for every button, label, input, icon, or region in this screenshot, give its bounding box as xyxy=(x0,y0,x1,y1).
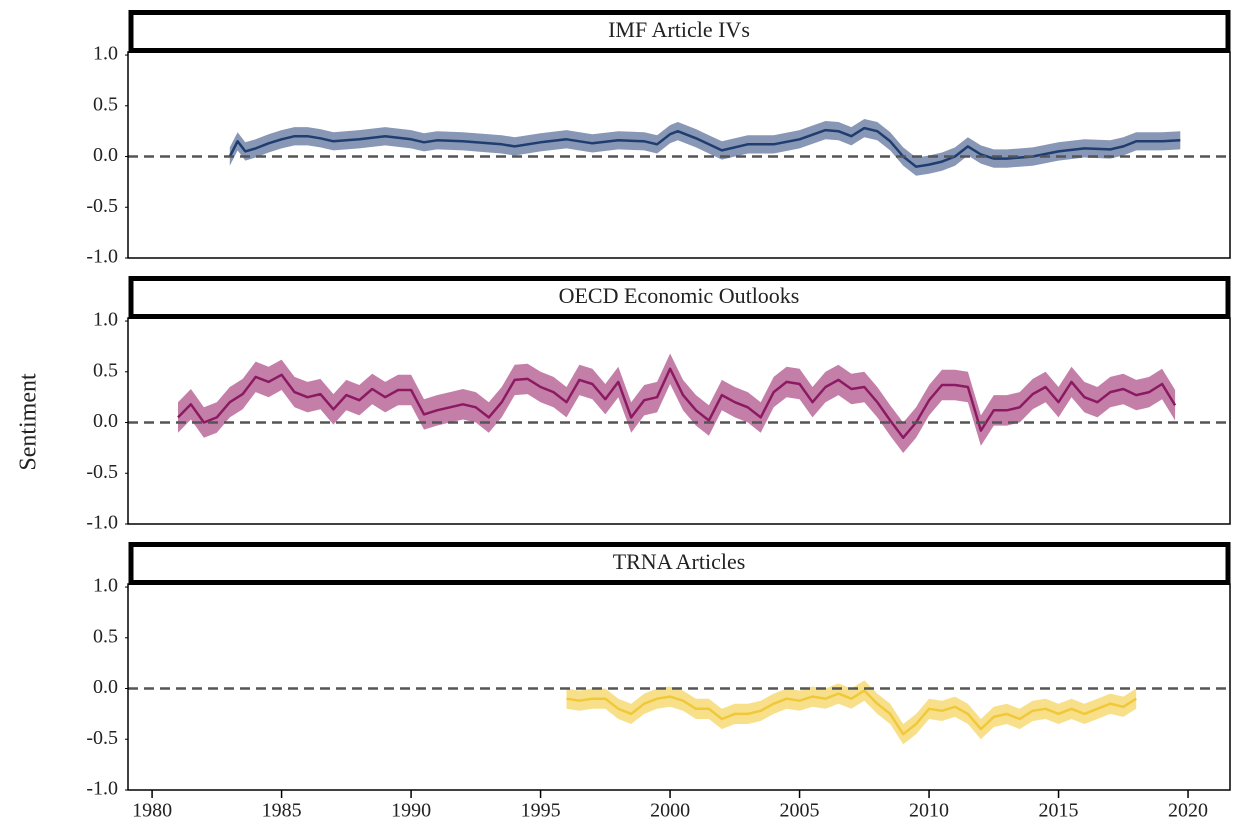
y-tick-label: -1.0 xyxy=(86,246,118,268)
y-tick-label: -1.0 xyxy=(86,778,118,800)
y-tick-label: 1.0 xyxy=(93,575,118,597)
confidence-band xyxy=(229,119,1181,176)
y-tick-label: 0.0 xyxy=(93,410,118,432)
x-tick-label: 2020 xyxy=(1168,800,1208,822)
panel-title: TRNA Articles xyxy=(613,549,746,574)
y-tick-label: -0.5 xyxy=(86,461,118,483)
panel-title: IMF Article IVs xyxy=(608,17,750,42)
plot-frame xyxy=(127,317,1231,525)
y-tick-label: 0.0 xyxy=(93,144,118,166)
y-tick-label: -0.5 xyxy=(86,195,118,217)
series-line xyxy=(177,367,1177,439)
title-box xyxy=(128,276,1231,319)
title-box xyxy=(128,542,1231,585)
title-box xyxy=(128,10,1231,53)
y-axis-label: Sentiment xyxy=(16,373,42,471)
y-tick-label: -0.5 xyxy=(86,727,118,749)
series-line xyxy=(566,689,1137,736)
confidence-band xyxy=(178,353,1176,453)
x-tick-label: 2000 xyxy=(650,800,690,822)
x-tick-label: 1990 xyxy=(391,800,431,822)
x-tick-label: 2005 xyxy=(780,800,820,822)
y-tick-label: -1.0 xyxy=(86,512,118,534)
y-tick-label: 0.5 xyxy=(93,625,118,647)
confidence-band xyxy=(566,680,1137,745)
x-tick-label: 2015 xyxy=(1039,800,1079,822)
plot-frame xyxy=(127,51,1231,259)
x-tick-label: 1980 xyxy=(132,800,172,822)
x-tick-label: 1995 xyxy=(521,800,561,822)
y-tick-label: 1.0 xyxy=(93,309,118,331)
y-tick-label: 0.5 xyxy=(93,93,118,115)
y-tick-label: 1.0 xyxy=(93,43,118,65)
plot-frame xyxy=(127,583,1231,791)
panel-title: OECD Economic Outlooks xyxy=(559,283,800,308)
y-tick-label: 0.5 xyxy=(93,359,118,381)
x-tick-label: 2010 xyxy=(909,800,949,822)
series-line xyxy=(228,126,1181,168)
x-tick-label: 1985 xyxy=(262,800,302,822)
y-tick-label: 0.0 xyxy=(93,676,118,698)
